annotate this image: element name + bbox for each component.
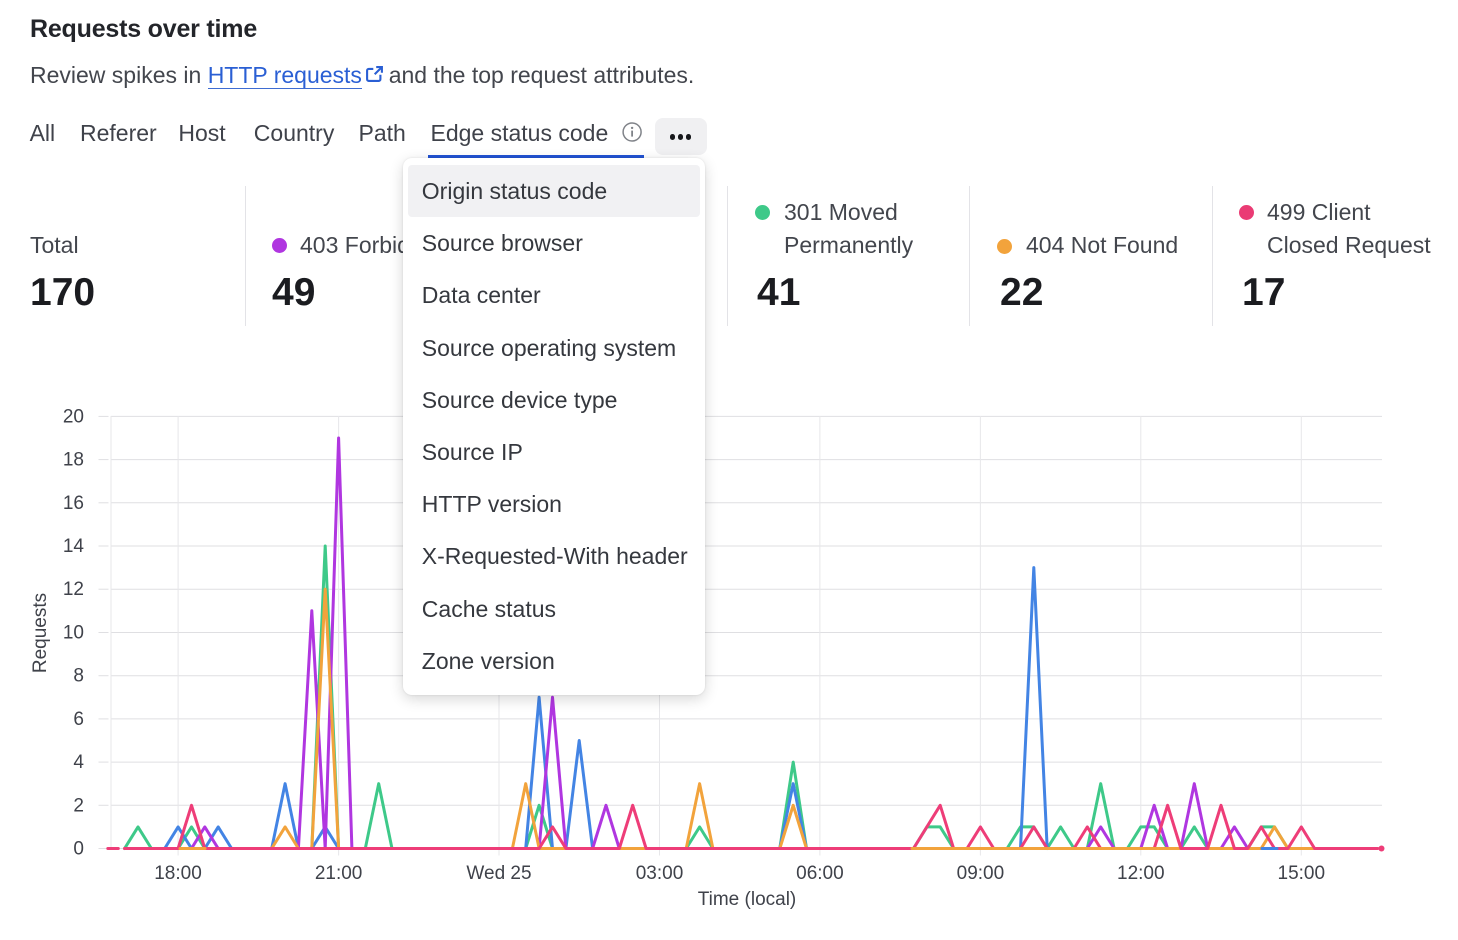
svg-text:4: 4 [73, 752, 84, 773]
svg-text:15:00: 15:00 [1278, 863, 1326, 884]
svg-text:09:00: 09:00 [957, 863, 1005, 884]
svg-text:18: 18 [63, 450, 84, 471]
svg-text:20: 20 [63, 406, 84, 427]
svg-text:03:00: 03:00 [636, 863, 684, 884]
svg-text:16: 16 [63, 493, 84, 514]
svg-text:21:00: 21:00 [315, 863, 363, 884]
svg-text:8: 8 [73, 666, 84, 687]
svg-text:0: 0 [73, 839, 84, 860]
svg-text:10: 10 [63, 623, 84, 644]
svg-text:2: 2 [73, 795, 84, 816]
svg-text:6: 6 [73, 709, 84, 730]
svg-text:12: 12 [63, 579, 84, 600]
svg-text:Requests: Requests [30, 593, 51, 673]
svg-text:06:00: 06:00 [796, 863, 844, 884]
svg-text:12:00: 12:00 [1117, 863, 1165, 884]
svg-text:18:00: 18:00 [154, 863, 202, 884]
svg-text:Wed 25: Wed 25 [466, 863, 531, 884]
svg-text:14: 14 [63, 536, 85, 557]
svg-text:Time (local): Time (local) [698, 889, 797, 910]
